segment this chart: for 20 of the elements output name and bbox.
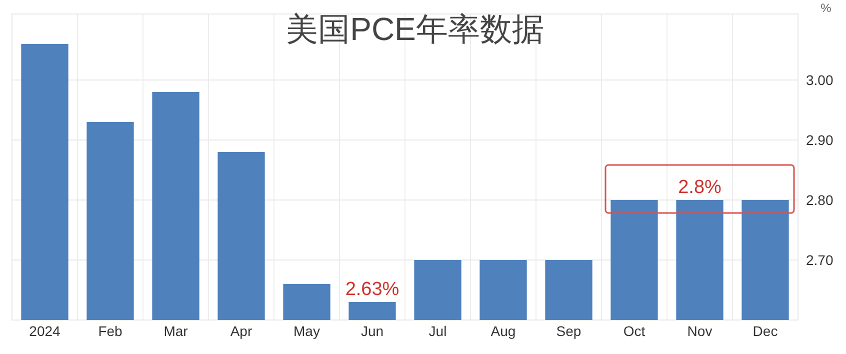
y-axis-title: % (820, 1, 832, 15)
x-tick-label: Feb (98, 323, 123, 339)
annotation: 2.63% (345, 279, 400, 300)
chart-title: 美国PCE年率数据 (286, 11, 544, 47)
annotation: 2.8% (678, 177, 722, 198)
x-tick-label: Nov (687, 323, 712, 339)
y-tick-label: 2.90 (806, 132, 834, 148)
y-tick-label: 3.00 (806, 72, 834, 88)
x-tick-label: Mar (164, 323, 188, 339)
x-tick-label: 2024 (29, 323, 61, 339)
x-tick-label: May (294, 323, 320, 339)
x-tick-label: Dec (752, 323, 778, 339)
x-tick-label: Jul (428, 323, 447, 339)
x-tick-label: Oct (623, 323, 646, 339)
x-tick-label: Sep (556, 323, 582, 339)
y-tick-label: 2.80 (806, 192, 834, 208)
x-tick-label: Apr (230, 323, 252, 339)
x-tick-label: Aug (490, 323, 516, 339)
x-tick-label: Jun (360, 323, 384, 339)
y-tick-label: 2.70 (806, 252, 834, 268)
